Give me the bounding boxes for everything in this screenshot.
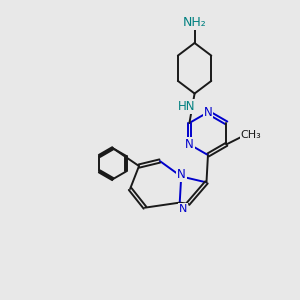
Text: N: N [185,138,194,151]
Text: CH₃: CH₃ [241,130,261,140]
Text: N: N [177,169,186,182]
Text: NH₂: NH₂ [183,16,206,29]
Text: N: N [204,106,212,119]
Text: HN: HN [178,100,195,113]
Text: N: N [178,204,187,214]
